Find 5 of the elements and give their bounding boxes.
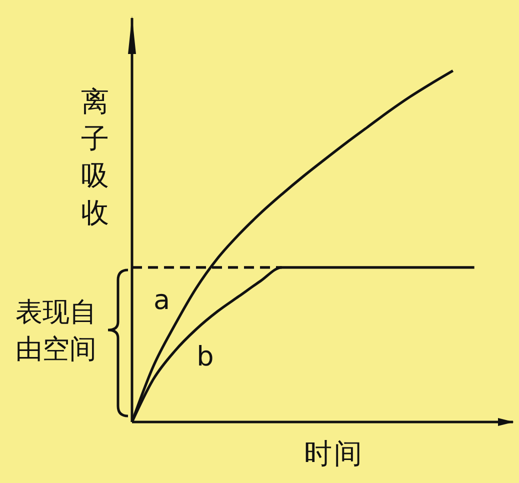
series-label: b [196, 341, 214, 372]
y-axis-title: 离子吸收 [81, 85, 109, 229]
x-axis-title: 时间 [304, 437, 364, 470]
text: 表现自由空间 [16, 297, 96, 365]
series-label: a [154, 285, 170, 316]
